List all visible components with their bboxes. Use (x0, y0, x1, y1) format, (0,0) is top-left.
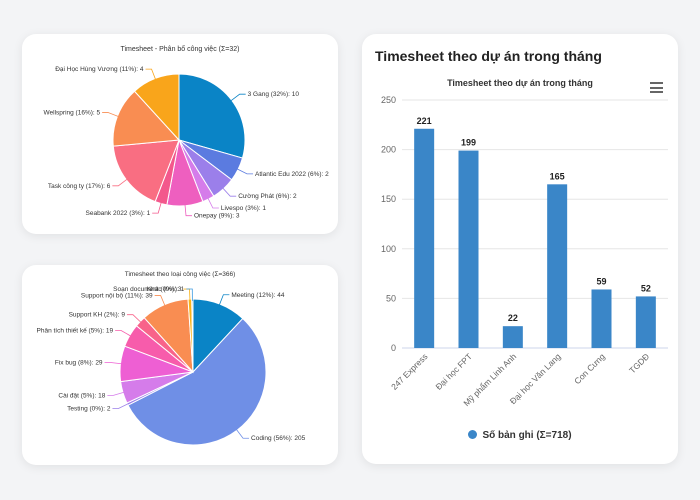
bar-data-label: 165 (550, 171, 565, 181)
pie-connector (184, 203, 193, 217)
pie-slice-label: Support nội bộ (11%): 39 (81, 293, 153, 300)
pie-connector (126, 314, 142, 324)
pie-slice-label: Phân tích thiết kế (5%): 19 (37, 326, 114, 335)
pie-connector (102, 112, 120, 118)
work-type-card: Timesheet theo loại công việc (Σ=366) Me… (22, 265, 338, 465)
pie-connector (152, 201, 162, 214)
pie-connector (207, 197, 219, 209)
x-tick-label: Con Cưng (572, 351, 607, 386)
pie-connector (229, 93, 246, 102)
pie-slice-label: Cường Phát (6%): 2 (238, 193, 297, 200)
project-allocation-pie-chart: Timesheet - Phân bổ công việc (Σ=32) 3 G… (44, 45, 330, 220)
pie-slice-label: Livespo (3%): 1 (221, 205, 267, 212)
x-tick-label: 247 Express (389, 351, 429, 391)
pie-connector (218, 294, 230, 307)
bar[interactable] (414, 128, 435, 348)
pie-connector (186, 288, 193, 302)
pie-slice-label: Onepay (9%): 3 (194, 213, 240, 220)
y-tick-label: 50 (386, 293, 396, 303)
pie-slice-label: Khác (0%): 1 (147, 286, 185, 293)
y-tick-label: 150 (381, 194, 396, 204)
pie-slice-label: Đại Học Hùng Vương (11%): 4 (55, 66, 144, 73)
pie-connector (221, 187, 237, 197)
bar[interactable] (547, 184, 568, 348)
pie-connector (235, 428, 250, 439)
bar-data-label: 221 (417, 116, 432, 126)
project-month-card: Timesheet theo dự án trong tháng Timeshe… (362, 34, 678, 464)
pie-connector (236, 168, 254, 175)
bar[interactable] (458, 150, 479, 348)
project-month-bar-chart: Timesheet theo dự án trong tháng 0 50 100 1… (381, 78, 668, 408)
bar[interactable] (502, 326, 523, 348)
pie-connector (107, 391, 125, 396)
bar-data-label: 52 (641, 283, 651, 293)
y-tick-label: 0 (391, 343, 396, 353)
chart-legend[interactable]: Số bản ghi (Σ=718) (362, 430, 678, 441)
pie-connector (145, 68, 157, 81)
y-tick-label: 200 (381, 145, 396, 155)
pie-slice-label: Soạn document (0%): 3 (113, 286, 182, 293)
legend-marker (468, 430, 478, 439)
pie-connector (104, 362, 123, 365)
pie-slice-label: Fix bug (8%): 29 (55, 359, 103, 366)
project-allocation-card: Timesheet - Phân bổ công việc (Σ=32) 3 G… (22, 34, 338, 234)
pie-connector (112, 178, 129, 187)
pie-slice-label: Atlantic Edu 2022 (6%): 2 (255, 171, 329, 178)
bar-data-label: 22 (508, 313, 518, 323)
y-tick-label: 100 (381, 244, 396, 254)
y-tick-label: 250 (381, 95, 396, 105)
pie-chart-title: Timesheet theo loại công việc (Σ=366) (125, 271, 236, 278)
pie-connector (115, 330, 132, 337)
pie-slice-label: Meeting (12%): 44 (231, 292, 284, 299)
bar-data-label: 59 (596, 276, 606, 286)
pie-slice-label: Cài đặt (5%): 18 (58, 392, 105, 399)
pie-slice-label: Wellspring (16%): 5 (44, 110, 101, 117)
pie-connector (112, 402, 130, 409)
pie-connector (154, 295, 166, 307)
work-type-pie-chart: Timesheet theo loại công việc (Σ=366) Me… (37, 271, 306, 446)
bar[interactable] (635, 296, 656, 348)
pie-slice-label: Support KH (2%): 9 (69, 312, 126, 319)
pie-slice-label: 3 Gang (32%): 10 (248, 91, 300, 98)
card-title: Timesheet theo dự án trong tháng (375, 48, 602, 64)
x-tick-label: TGDĐ (627, 351, 651, 375)
legend-label: Số bản ghi (Σ=718) (482, 430, 572, 441)
pie-slice-label: Task công ty (17%): 6 (48, 183, 111, 190)
x-tick-label: Đại học FPT (433, 351, 473, 391)
pie-chart-title: Timesheet - Phân bổ công việc (Σ=32) (120, 45, 239, 53)
bar-chart-title: Timesheet theo dự án trong tháng (447, 78, 593, 88)
pie-slice-label: Seabank 2022 (3%): 1 (86, 210, 151, 217)
chart-menu-icon[interactable] (650, 82, 663, 93)
pie-slice-label: Testing (0%): 2 (67, 406, 111, 413)
bar-data-label: 199 (461, 138, 476, 148)
bar[interactable] (591, 289, 612, 348)
pie-slice-label: Coding (56%): 205 (251, 435, 306, 442)
